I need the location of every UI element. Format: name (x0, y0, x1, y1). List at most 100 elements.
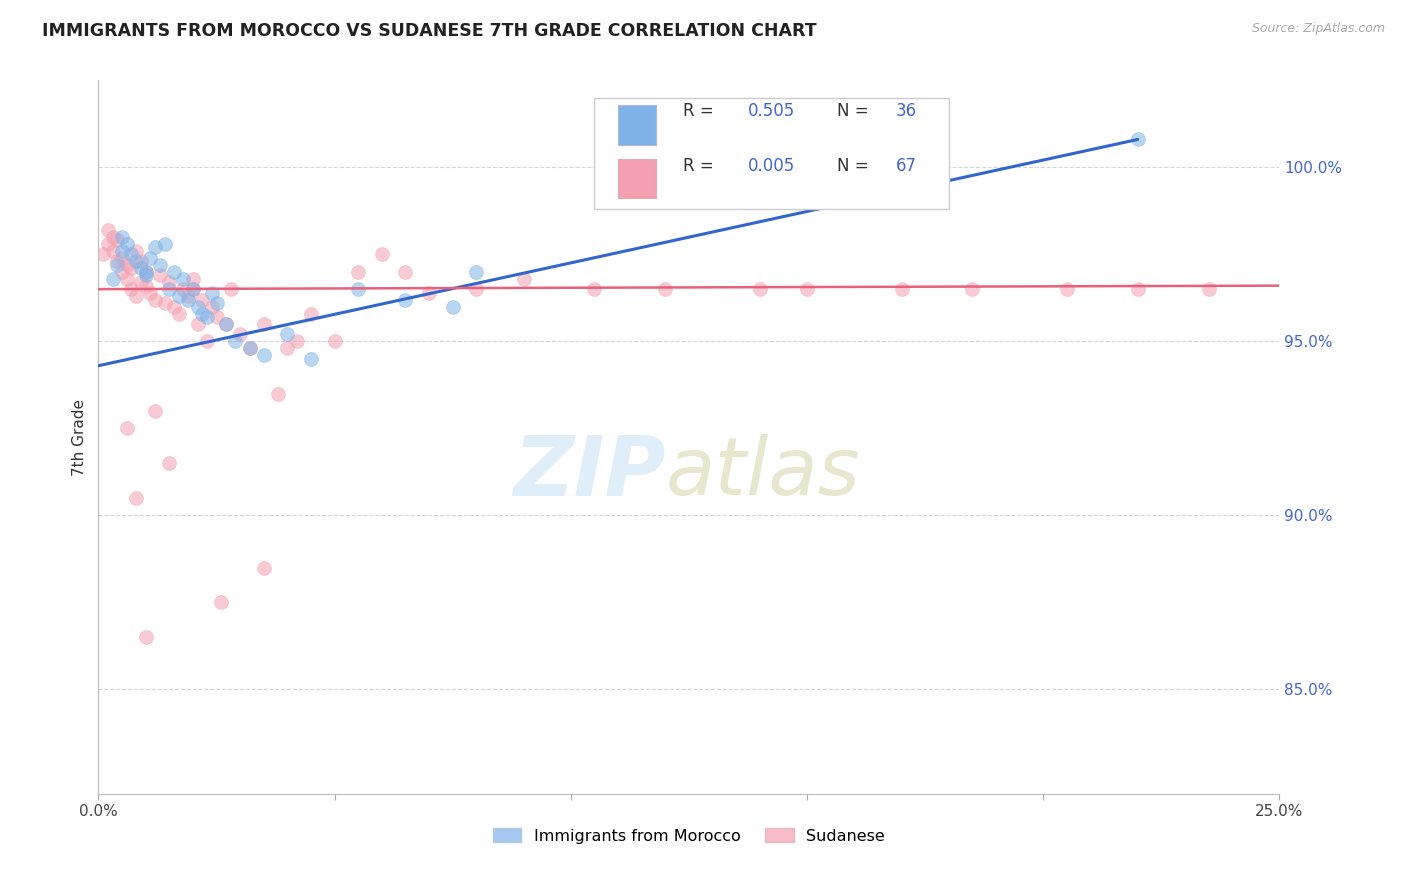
Point (163, 300, 186, 314)
Point (129, 275, 152, 289)
Point (111, 251, 134, 265)
Point (219, 282, 242, 296)
Point (115, 236, 138, 251)
Text: atlas: atlas (665, 434, 860, 512)
Point (215, 317, 238, 331)
Point (299, 306, 322, 320)
Y-axis label: 7th Grade: 7th Grade (72, 399, 87, 475)
Point (285, 334, 308, 349)
Point (181, 271, 204, 285)
Text: 0.005: 0.005 (748, 157, 796, 176)
Point (187, 300, 209, 314)
Point (157, 456, 180, 470)
Point (167, 306, 190, 320)
Point (143, 240, 166, 254)
Point (121, 282, 143, 296)
Point (394, 293, 416, 307)
Point (441, 300, 464, 314)
Point (105, 258, 128, 272)
Point (135, 268, 157, 283)
Point (654, 282, 676, 296)
Point (125, 491, 148, 505)
Point (796, 282, 818, 296)
Point (1126, 282, 1149, 296)
Text: Source: ZipAtlas.com: Source: ZipAtlas.com (1251, 22, 1385, 36)
Point (1198, 282, 1220, 296)
Point (135, 265, 157, 279)
Point (347, 282, 370, 296)
Point (195, 334, 218, 349)
Point (1126, 132, 1149, 146)
Point (121, 247, 143, 261)
Point (215, 317, 238, 331)
Text: R =: R = (683, 157, 718, 176)
Point (181, 282, 204, 296)
Point (347, 265, 370, 279)
Point (205, 310, 228, 324)
Bar (619, 159, 655, 198)
Point (129, 254, 152, 268)
Point (299, 351, 322, 366)
Legend: Immigrants from Morocco, Sudanese: Immigrants from Morocco, Sudanese (486, 822, 891, 850)
Point (125, 289, 148, 303)
Point (143, 404, 166, 418)
Point (143, 293, 166, 307)
Point (91, 247, 114, 261)
Point (105, 254, 128, 268)
Point (890, 282, 912, 296)
Point (394, 265, 416, 279)
Point (157, 282, 180, 296)
Point (323, 334, 346, 349)
Point (149, 258, 172, 272)
Point (149, 268, 172, 283)
FancyBboxPatch shape (595, 98, 949, 209)
Point (239, 341, 262, 355)
Point (267, 386, 290, 401)
Text: R =: R = (683, 102, 718, 120)
Point (748, 282, 770, 296)
Text: N =: N = (837, 157, 873, 176)
Point (157, 275, 180, 289)
Text: IMMIGRANTS FROM MOROCCO VS SUDANESE 7TH GRADE CORRELATION CHART: IMMIGRANTS FROM MOROCCO VS SUDANESE 7TH … (42, 22, 817, 40)
Point (139, 251, 162, 265)
Point (253, 560, 276, 574)
Point (201, 300, 224, 314)
Point (465, 282, 488, 296)
Point (115, 421, 138, 435)
Point (153, 236, 176, 251)
Point (135, 278, 157, 293)
Point (115, 271, 138, 285)
Point (418, 285, 440, 300)
Point (111, 244, 134, 258)
Point (209, 595, 232, 609)
Point (163, 265, 186, 279)
Point (205, 296, 228, 310)
Point (135, 265, 157, 279)
Point (172, 271, 194, 285)
Point (111, 230, 134, 244)
Point (253, 348, 276, 362)
Point (177, 293, 200, 307)
Text: ZIP: ZIP (513, 433, 665, 513)
Point (239, 341, 262, 355)
Point (276, 341, 298, 355)
Point (125, 244, 148, 258)
Point (121, 261, 143, 276)
Point (1056, 282, 1078, 296)
Point (97, 236, 120, 251)
Point (139, 285, 162, 300)
Point (153, 296, 176, 310)
Point (229, 327, 252, 342)
Text: 67: 67 (896, 157, 917, 176)
Point (111, 265, 134, 279)
Point (115, 258, 138, 272)
Point (224, 334, 246, 349)
Point (177, 289, 200, 303)
Point (101, 244, 124, 258)
Point (371, 247, 394, 261)
Point (191, 293, 214, 307)
Point (583, 282, 606, 296)
Point (465, 265, 488, 279)
Point (97, 223, 120, 237)
Point (187, 317, 209, 331)
